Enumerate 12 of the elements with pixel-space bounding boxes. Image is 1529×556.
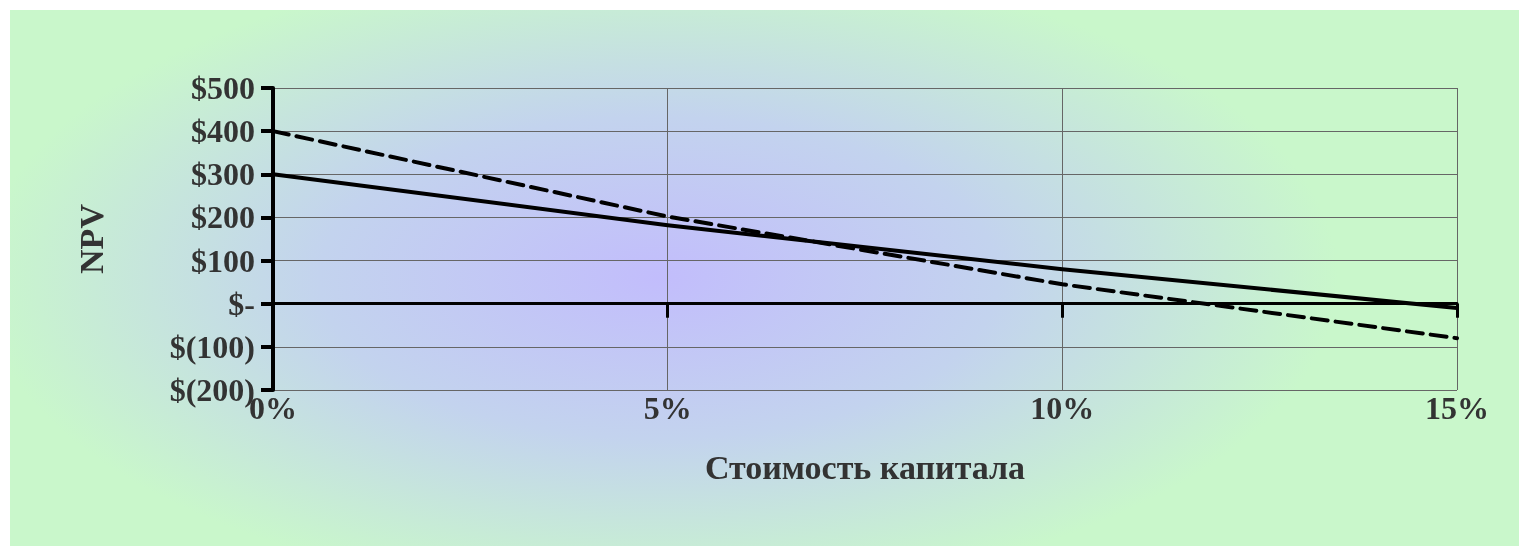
y-tick-label: $100 — [191, 242, 255, 279]
y-tick-label: $300 — [191, 156, 255, 193]
y-tick-label: $- — [228, 285, 255, 322]
x-tick-label: 10% — [1030, 390, 1095, 426]
x-axis-title: Стоимость капитала — [704, 448, 1026, 486]
y-axis-title: NPV — [72, 203, 110, 274]
x-tick-label: 5% — [643, 390, 692, 426]
y-tick-label: $400 — [191, 113, 255, 150]
y-tick-label: $(100) — [169, 328, 255, 365]
x-tick-label: 15% — [1425, 390, 1489, 426]
y-tick-label: $200 — [191, 199, 255, 236]
y-tick-label: $500 — [191, 70, 255, 106]
